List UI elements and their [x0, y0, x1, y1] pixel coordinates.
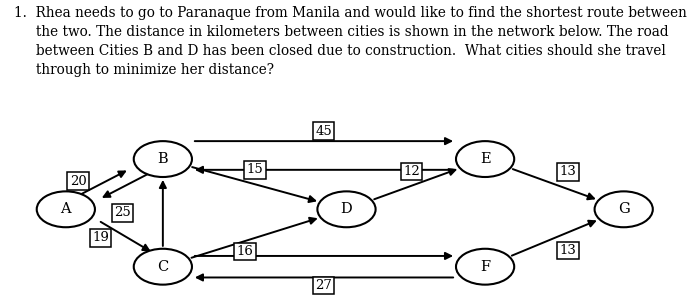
Text: 20: 20: [70, 175, 87, 188]
Text: 12: 12: [403, 165, 420, 178]
Ellipse shape: [595, 191, 653, 227]
Text: C: C: [157, 260, 168, 274]
Text: E: E: [480, 152, 491, 166]
Ellipse shape: [134, 141, 192, 177]
Text: 1.  Rhea needs to go to Paranaque from Manila and would like to find the shortes: 1. Rhea needs to go to Paranaque from Ma…: [14, 6, 687, 77]
Ellipse shape: [456, 141, 514, 177]
Ellipse shape: [37, 191, 95, 227]
Text: B: B: [157, 152, 168, 166]
Text: 27: 27: [315, 279, 332, 292]
Text: A: A: [60, 202, 71, 216]
Text: 19: 19: [92, 231, 109, 244]
Text: G: G: [618, 202, 629, 216]
Text: 45: 45: [315, 125, 332, 138]
Text: F: F: [480, 260, 490, 274]
Ellipse shape: [134, 249, 192, 285]
Text: 15: 15: [247, 163, 263, 176]
Ellipse shape: [456, 249, 514, 285]
Text: 13: 13: [560, 165, 577, 178]
Text: D: D: [341, 202, 352, 216]
Ellipse shape: [317, 191, 376, 227]
Text: 25: 25: [114, 206, 131, 219]
Text: 13: 13: [560, 244, 577, 257]
Text: 16: 16: [237, 245, 254, 258]
